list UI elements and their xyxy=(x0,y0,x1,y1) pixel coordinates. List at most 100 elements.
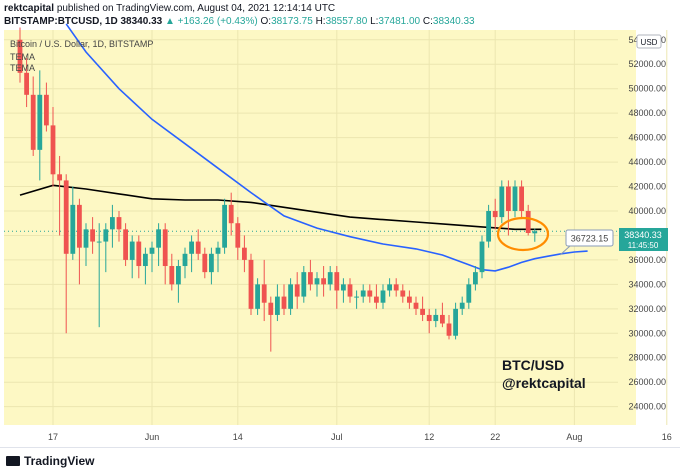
candle-body[interactable] xyxy=(492,210,498,218)
candle-body[interactable] xyxy=(446,323,452,336)
candle-body[interactable] xyxy=(275,296,280,315)
candle-body[interactable] xyxy=(202,253,208,273)
chart-grid xyxy=(4,30,668,425)
candle-body[interactable] xyxy=(327,272,333,285)
candle-body[interactable] xyxy=(44,94,49,126)
candle-body[interactable] xyxy=(255,284,260,309)
candle-body[interactable] xyxy=(103,229,109,242)
candle-body[interactable] xyxy=(354,296,359,298)
candle-body[interactable] xyxy=(63,180,69,254)
candle-body[interactable] xyxy=(308,272,313,285)
legend-tema-1[interactable]: TEMA xyxy=(10,52,35,62)
tema-line-blue[interactable] xyxy=(65,23,588,272)
candle-body[interactable] xyxy=(440,314,445,324)
candle-body[interactable] xyxy=(479,241,485,273)
candle-body[interactable] xyxy=(281,296,287,309)
candle-body[interactable] xyxy=(222,204,227,248)
candle-body[interactable] xyxy=(110,217,115,230)
price-axis: 24000.00 26000.00 28000.00 30000.00 32000.00… xyxy=(628,35,666,412)
chart-pane[interactable] xyxy=(4,30,636,425)
candle-body[interactable] xyxy=(50,125,56,175)
candle-body[interactable] xyxy=(215,247,221,254)
candle-body[interactable] xyxy=(413,302,419,309)
candle-body[interactable] xyxy=(473,272,478,285)
candle-body[interactable] xyxy=(380,290,386,303)
candle-body[interactable] xyxy=(321,278,326,285)
candle-body[interactable] xyxy=(400,290,406,297)
candle-body[interactable] xyxy=(532,231,538,234)
currency-button[interactable] xyxy=(636,34,662,49)
candle-body[interactable] xyxy=(143,253,148,267)
price-chart[interactable]: 24000.00 26000.00 28000.00 30000.00 32000.00… xyxy=(0,0,680,447)
tema-line-black[interactable] xyxy=(19,184,542,231)
candle-body[interactable] xyxy=(374,296,379,303)
symbol-name[interactable]: BITSTAMP:BTCUSD, 1D xyxy=(4,16,118,27)
last-price-tag-value: 38340.33 xyxy=(624,230,662,240)
candle-body[interactable] xyxy=(453,308,458,336)
candle-body[interactable] xyxy=(268,302,274,315)
author-name[interactable]: rektcapital xyxy=(4,3,55,14)
candle-body[interactable] xyxy=(248,259,254,309)
candle-body[interactable] xyxy=(37,94,43,150)
candle-body[interactable] xyxy=(387,284,392,291)
candle-body[interactable] xyxy=(129,241,135,260)
candle-body[interactable] xyxy=(136,241,142,267)
candle-body[interactable] xyxy=(519,186,524,211)
candle-body[interactable] xyxy=(314,278,320,285)
publish-line: rektcapital published on TradingView.com… xyxy=(4,3,335,14)
candle-body[interactable] xyxy=(426,314,432,322)
candle-body[interactable] xyxy=(156,229,161,248)
candle-body[interactable] xyxy=(486,210,491,242)
candle-body[interactable] xyxy=(30,94,36,150)
candle-body[interactable] xyxy=(334,272,340,291)
candle-body[interactable] xyxy=(294,284,300,297)
candle-body[interactable] xyxy=(195,241,201,254)
candle-body[interactable] xyxy=(512,186,518,211)
candle-body[interactable] xyxy=(506,186,511,211)
candle-body[interactable] xyxy=(288,284,293,309)
candle-body[interactable] xyxy=(525,210,531,234)
candle-body[interactable] xyxy=(149,247,155,254)
candle-body[interactable] xyxy=(162,229,168,267)
candle-body[interactable] xyxy=(341,284,346,291)
candle-body[interactable] xyxy=(261,284,267,303)
candle-body[interactable] xyxy=(466,284,472,303)
candle-body[interactable] xyxy=(459,302,465,309)
legend-tema-2[interactable]: TEMA xyxy=(10,63,35,73)
candle-body[interactable] xyxy=(116,217,122,230)
price-tick-label: 30000.00 xyxy=(628,328,666,338)
candle-body[interactable] xyxy=(301,272,307,297)
candle-body[interactable] xyxy=(189,241,194,254)
candle-body[interactable] xyxy=(360,290,366,297)
candle-body[interactable] xyxy=(169,266,175,285)
callout-pointer xyxy=(559,245,571,256)
legend-title: Bitcoin / U.S. Dollar, 1D, BITSTAMP xyxy=(10,39,153,49)
candle-body[interactable] xyxy=(176,266,181,285)
candle-body[interactable] xyxy=(123,229,128,260)
candle-body[interactable] xyxy=(209,253,214,273)
candle-body[interactable] xyxy=(242,247,247,260)
candle-body[interactable] xyxy=(90,229,95,242)
bar-countdown: 11:45:50 xyxy=(628,241,659,250)
open-label: O: xyxy=(260,16,272,27)
candle-body[interactable] xyxy=(393,284,399,291)
candle-body[interactable] xyxy=(347,284,353,297)
candle-body[interactable] xyxy=(433,314,439,322)
candle-body[interactable] xyxy=(17,39,23,73)
tradingview-logo[interactable]: TradingView xyxy=(6,454,94,468)
candle-body[interactable] xyxy=(228,204,234,224)
candle-body[interactable] xyxy=(407,296,412,303)
candle-body[interactable] xyxy=(420,308,425,315)
candle-body[interactable] xyxy=(57,174,62,181)
price-tick-label: 32000.00 xyxy=(628,304,666,314)
candle-body[interactable] xyxy=(83,229,89,248)
candle-body[interactable] xyxy=(24,72,29,95)
candle-body[interactable] xyxy=(77,204,82,248)
candle-body[interactable] xyxy=(235,223,241,248)
footer: TradingView xyxy=(0,447,680,474)
candle-body[interactable] xyxy=(96,241,102,243)
candle-body[interactable] xyxy=(499,186,505,218)
candle-body[interactable] xyxy=(182,253,188,267)
candle-body[interactable] xyxy=(70,204,76,254)
candle-body[interactable] xyxy=(367,290,373,297)
